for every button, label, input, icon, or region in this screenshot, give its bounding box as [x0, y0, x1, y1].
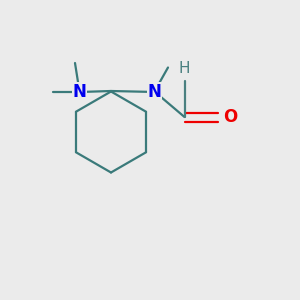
Text: H: H — [179, 61, 190, 76]
Text: O: O — [223, 108, 237, 126]
Text: N: N — [148, 82, 161, 100]
Text: N: N — [73, 82, 86, 100]
